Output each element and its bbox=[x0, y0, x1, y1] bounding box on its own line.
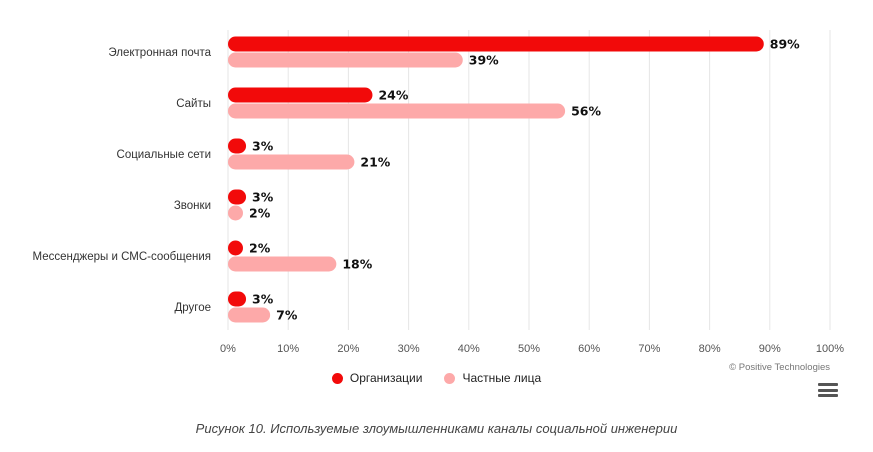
category-label: Электронная почта bbox=[108, 47, 211, 59]
x-tick-label: 10% bbox=[277, 343, 299, 355]
menu-line bbox=[818, 388, 838, 392]
legend-item-organizations[interactable]: Организации bbox=[331, 371, 423, 385]
x-tick-label: 100% bbox=[816, 343, 844, 355]
category-label: Мессенджеры и СМС-сообщения bbox=[32, 251, 211, 263]
figure-caption: Рисунок 10. Используемые злоумышленникам… bbox=[195, 421, 678, 436]
x-tick-label: 0% bbox=[220, 343, 236, 355]
category-label: Социальные сети bbox=[117, 149, 211, 161]
data-label: 2% bbox=[249, 206, 271, 221]
legend-label-individuals: Частные лица bbox=[462, 371, 542, 385]
data-label: 89% bbox=[770, 37, 800, 52]
bar[interactable] bbox=[228, 256, 337, 272]
x-tick-label: 30% bbox=[398, 343, 420, 355]
hamburger-menu-icon[interactable] bbox=[818, 381, 838, 399]
bar[interactable] bbox=[228, 189, 247, 205]
menu-line bbox=[818, 383, 838, 386]
bar[interactable] bbox=[228, 103, 566, 119]
chart: 89%39%24%56%3%21%3%2%2%18%3%7% Электронн… bbox=[32, 30, 844, 355]
data-label: 56% bbox=[571, 104, 601, 119]
bar[interactable] bbox=[228, 307, 271, 323]
bar[interactable] bbox=[228, 154, 355, 170]
data-label: 18% bbox=[342, 257, 372, 272]
bar[interactable] bbox=[228, 240, 243, 256]
x-tick-label: 40% bbox=[458, 343, 480, 355]
data-label: 21% bbox=[360, 155, 390, 170]
data-label: 24% bbox=[378, 88, 408, 103]
category-label: Другое bbox=[174, 302, 211, 314]
x-tick-label: 50% bbox=[518, 343, 540, 355]
bar[interactable] bbox=[228, 205, 243, 221]
category-labels: Электронная почта Сайты Социальные сети Зво… bbox=[32, 47, 211, 314]
menu-line bbox=[818, 394, 838, 397]
category-label: Сайты bbox=[176, 98, 211, 110]
category-label: Звонки bbox=[174, 200, 211, 212]
data-label: 2% bbox=[249, 241, 271, 256]
data-label: 3% bbox=[252, 292, 274, 307]
credit-text: © Positive Technologies bbox=[729, 362, 830, 373]
bar[interactable] bbox=[228, 138, 247, 154]
x-tick-label: 70% bbox=[638, 343, 660, 355]
x-tick-label: 60% bbox=[578, 343, 600, 355]
data-label: 39% bbox=[469, 53, 499, 68]
legend-dot-organizations bbox=[331, 372, 343, 384]
bar[interactable] bbox=[228, 87, 373, 103]
legend-item-individuals[interactable]: Частные лица bbox=[444, 371, 541, 385]
x-tick-label: 20% bbox=[337, 343, 359, 355]
bar[interactable] bbox=[228, 52, 463, 68]
bar[interactable] bbox=[228, 291, 247, 307]
x-tick-label: 80% bbox=[699, 343, 721, 355]
data-label: 7% bbox=[276, 308, 298, 323]
bars: 89%39%24%56%3%21%3%2%2%18%3%7% bbox=[228, 36, 800, 323]
legend: Организации Частные лица bbox=[0, 371, 873, 385]
x-tick-label: 90% bbox=[759, 343, 781, 355]
grid bbox=[227, 30, 831, 330]
x-axis-ticks: 0% 10% 20% 30% 40% 50% 60% 70% 80% 90% 100% bbox=[220, 343, 844, 355]
legend-label-organizations: Организации bbox=[349, 371, 423, 385]
data-label: 3% bbox=[252, 190, 274, 205]
data-label: 3% bbox=[252, 139, 274, 154]
legend-dot-individuals bbox=[444, 372, 456, 384]
bar[interactable] bbox=[228, 36, 764, 52]
